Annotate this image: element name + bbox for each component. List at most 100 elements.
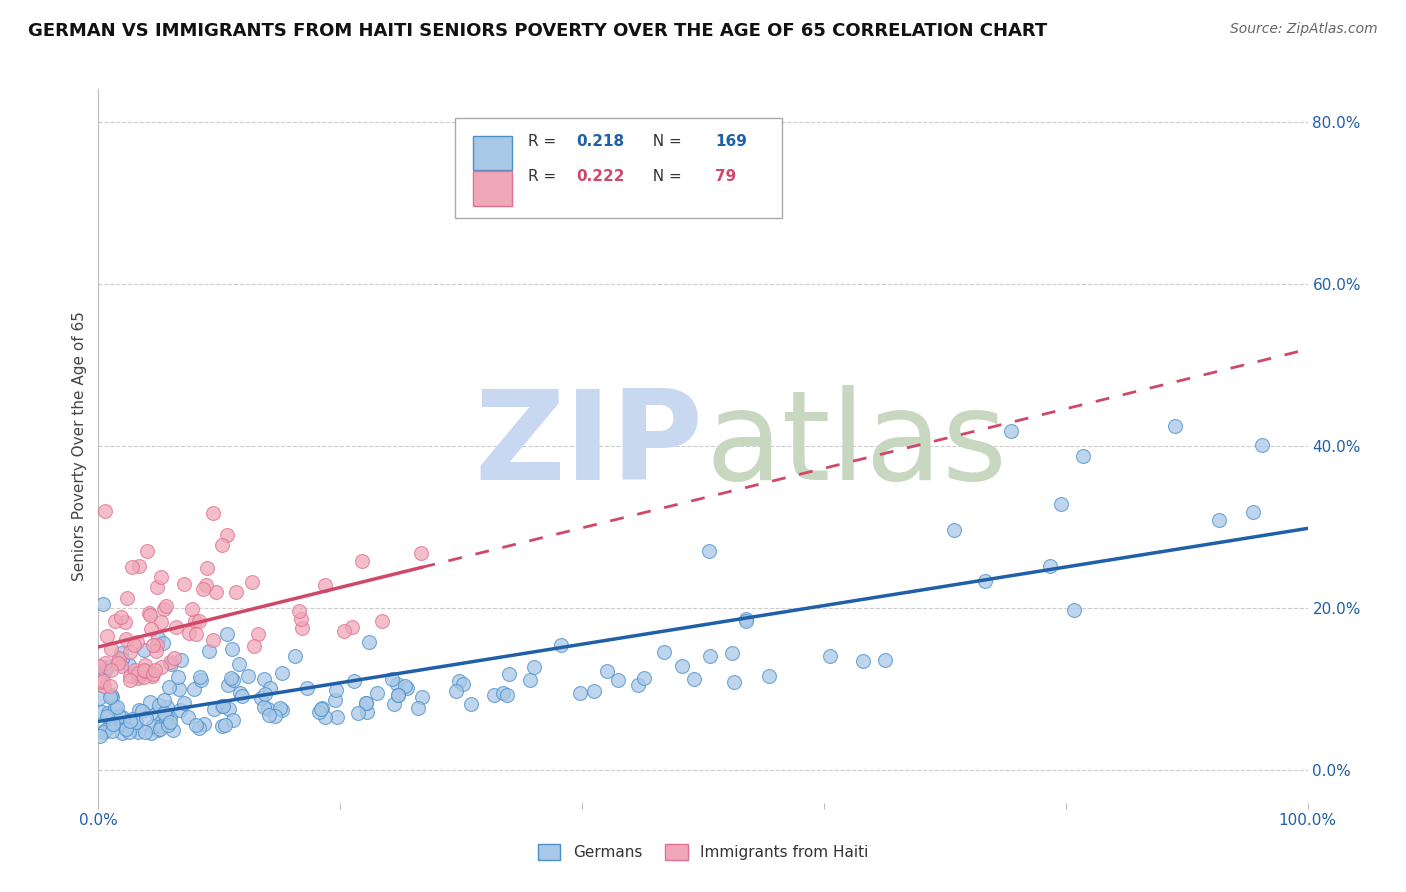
Point	[682, 672, 704, 686]
Text: 79: 79	[716, 169, 737, 185]
Point	[211, 719, 233, 733]
Point	[153, 692, 176, 706]
Point	[291, 621, 314, 635]
Point	[290, 612, 312, 626]
Point	[333, 624, 356, 639]
Point	[100, 642, 122, 657]
Point	[122, 638, 145, 652]
Point	[181, 602, 204, 616]
Point	[188, 614, 211, 628]
Point	[128, 559, 150, 574]
Point	[91, 705, 114, 719]
Text: 0.222: 0.222	[576, 169, 624, 185]
Text: 0.218: 0.218	[576, 134, 624, 149]
Point	[222, 673, 245, 688]
Point	[114, 615, 136, 629]
Point	[449, 673, 471, 688]
Point	[188, 721, 211, 735]
Point	[146, 723, 169, 738]
Point	[114, 632, 136, 647]
Text: R =: R =	[527, 169, 561, 185]
Point	[159, 709, 181, 723]
Point	[1073, 449, 1095, 463]
Point	[159, 714, 181, 729]
Point	[142, 719, 165, 733]
Point	[96, 629, 118, 643]
Point	[873, 653, 896, 667]
Point	[101, 717, 124, 731]
Point	[211, 699, 233, 714]
Point	[308, 705, 330, 719]
Point	[284, 648, 307, 663]
Point	[110, 646, 132, 660]
Point	[231, 689, 253, 703]
Point	[132, 670, 155, 684]
Point	[218, 702, 240, 716]
Point	[157, 681, 180, 695]
Text: 169: 169	[716, 134, 747, 149]
Point	[326, 710, 349, 724]
Point	[94, 665, 117, 679]
Point	[169, 703, 191, 717]
Point	[143, 663, 166, 677]
Point	[973, 574, 995, 589]
Point	[96, 709, 118, 723]
Point	[139, 622, 162, 636]
Point	[183, 681, 205, 696]
Point	[186, 718, 208, 732]
Point	[110, 659, 132, 673]
Point	[408, 701, 430, 715]
Point	[496, 688, 519, 702]
Point	[1039, 558, 1062, 573]
Point	[633, 671, 655, 685]
Point	[311, 701, 333, 715]
Point	[1000, 425, 1022, 439]
Point	[257, 702, 280, 716]
Point	[125, 715, 148, 730]
Text: ZIP: ZIP	[474, 385, 703, 507]
Point	[734, 615, 756, 629]
Point	[160, 657, 183, 672]
Point	[121, 560, 143, 574]
Point	[188, 670, 211, 684]
Point	[139, 694, 162, 708]
Point	[108, 709, 131, 723]
Point	[323, 692, 346, 706]
Point	[1208, 513, 1230, 527]
Point	[314, 578, 336, 592]
Point	[583, 683, 606, 698]
Point	[107, 651, 129, 665]
Point	[221, 713, 243, 727]
Point	[118, 658, 141, 673]
Point	[120, 669, 142, 683]
Point	[139, 608, 162, 623]
Point	[340, 620, 363, 634]
Point	[217, 678, 239, 692]
Point	[98, 690, 121, 705]
Point	[356, 705, 378, 719]
Point	[818, 648, 841, 663]
Point	[91, 597, 114, 611]
Point	[91, 673, 114, 688]
Text: N =: N =	[643, 169, 686, 185]
Point	[163, 651, 186, 665]
Point	[162, 723, 184, 738]
Point	[721, 646, 744, 660]
Point	[105, 699, 128, 714]
Point	[114, 722, 136, 736]
Point	[87, 658, 110, 673]
Point	[155, 599, 177, 613]
Point	[382, 698, 405, 712]
Point	[484, 688, 506, 702]
Point	[735, 611, 758, 625]
Point	[198, 644, 221, 658]
Text: N =: N =	[643, 134, 686, 149]
Point	[104, 700, 127, 714]
Point	[145, 707, 167, 722]
Text: GERMAN VS IMMIGRANTS FROM HAITI SENIORS POVERTY OVER THE AGE OF 65 CORRELATION C: GERMAN VS IMMIGRANTS FROM HAITI SENIORS …	[28, 22, 1047, 40]
Point	[94, 656, 117, 670]
Point	[167, 682, 190, 697]
Text: Source: ZipAtlas.com: Source: ZipAtlas.com	[1230, 22, 1378, 37]
Point	[155, 708, 177, 723]
Point	[190, 673, 212, 687]
